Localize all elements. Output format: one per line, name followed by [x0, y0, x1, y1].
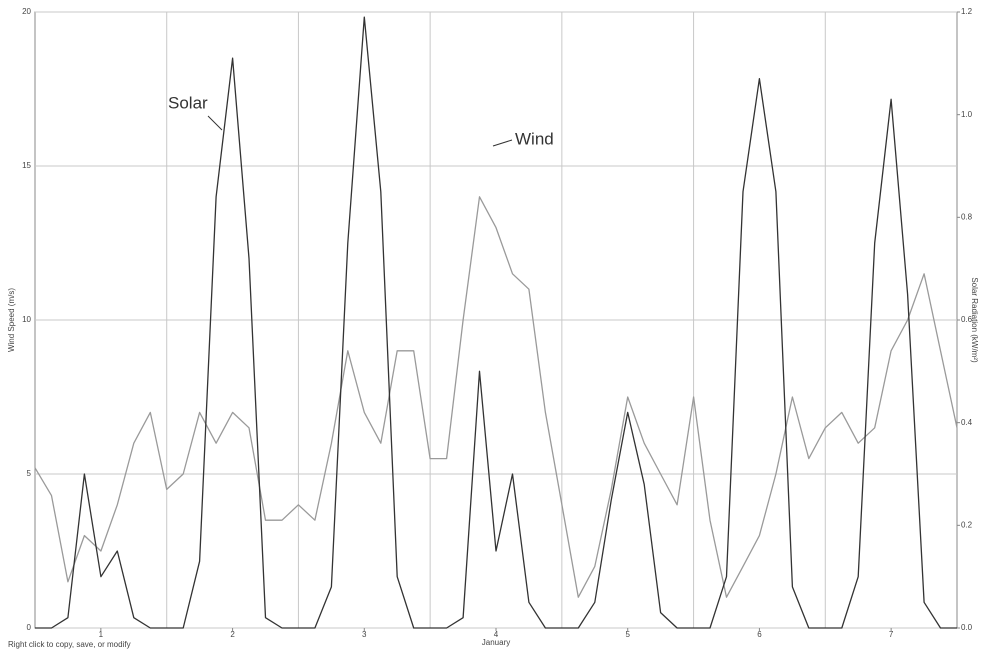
annotation: Wind: [515, 129, 554, 148]
y-tick-label: 15: [22, 161, 31, 170]
annotation: Solar: [168, 93, 208, 112]
y-tick-label: 0: [27, 623, 32, 632]
x-tick-label: 7: [889, 630, 894, 639]
y2-tick-label: 1.2: [961, 7, 973, 16]
y2-tick-label: 0.6: [961, 315, 973, 324]
x-tick-label: 5: [625, 630, 630, 639]
x-tick-label: 1: [99, 630, 104, 639]
y-tick-label: 20: [22, 7, 31, 16]
x-axis-label: January: [482, 638, 510, 647]
x-tick-label: 6: [757, 630, 762, 639]
y2-axis-label: Solar Radiation (kW/m²): [970, 277, 979, 363]
series-line: [35, 16, 957, 629]
series-line: [34, 196, 958, 598]
y-tick-label: 10: [22, 315, 31, 324]
y2-tick-label: 0.4: [961, 418, 973, 427]
y-axis-label: Wind Speed (m/s): [7, 288, 16, 352]
y2-tick-label: 0.8: [961, 212, 973, 221]
footnote: Right click to copy, save, or modify: [8, 640, 131, 649]
y2-tick-label: 1.0: [961, 110, 973, 119]
y-tick-label: 5: [27, 469, 32, 478]
y2-tick-label: 0.0: [961, 623, 973, 632]
y2-tick-label: 0.2: [961, 520, 973, 529]
x-tick-label: 3: [362, 630, 367, 639]
annotation-leader: [492, 139, 513, 147]
annotation-leader: [207, 115, 223, 131]
x-tick-label: 2: [230, 630, 235, 639]
x-tick-label: 4: [494, 630, 499, 639]
